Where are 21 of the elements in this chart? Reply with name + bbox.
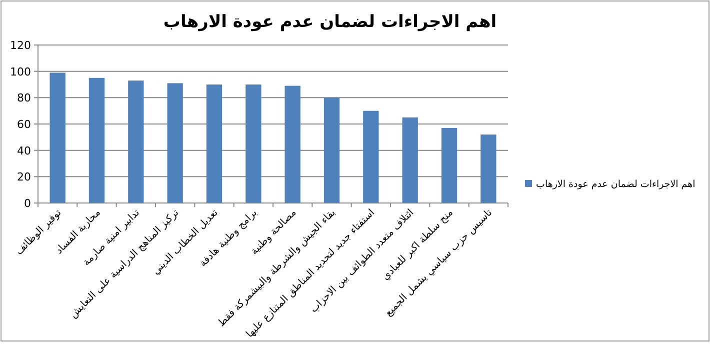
legend-label: اهم الاجراءات لضمان عدم عودة الارهاب bbox=[536, 179, 696, 190]
y-tick-label: 80 bbox=[17, 92, 31, 105]
y-tick-label: 60 bbox=[17, 118, 31, 131]
bar bbox=[284, 86, 300, 203]
bar bbox=[324, 98, 340, 203]
y-tick-label: 40 bbox=[17, 144, 31, 158]
bar bbox=[206, 84, 222, 203]
bar bbox=[480, 134, 496, 203]
bar bbox=[50, 72, 66, 203]
bar bbox=[402, 117, 418, 203]
bar bbox=[246, 84, 262, 203]
bar bbox=[167, 83, 183, 203]
bar bbox=[363, 110, 379, 203]
y-tick-label: 100 bbox=[10, 65, 31, 78]
bar bbox=[441, 128, 458, 203]
y-tick-label: 0 bbox=[24, 197, 31, 210]
chart-title: اهم الاجراءات لضمان عدم عودة الارهاب bbox=[163, 12, 497, 32]
bar bbox=[128, 80, 144, 203]
bar bbox=[88, 78, 105, 203]
y-tick-label: 120 bbox=[10, 39, 31, 52]
y-tick-label: 20 bbox=[17, 170, 31, 184]
